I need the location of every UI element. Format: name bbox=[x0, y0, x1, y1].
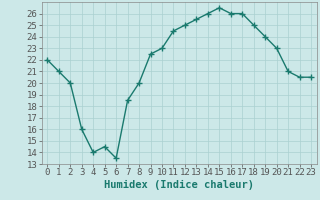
X-axis label: Humidex (Indice chaleur): Humidex (Indice chaleur) bbox=[104, 180, 254, 190]
